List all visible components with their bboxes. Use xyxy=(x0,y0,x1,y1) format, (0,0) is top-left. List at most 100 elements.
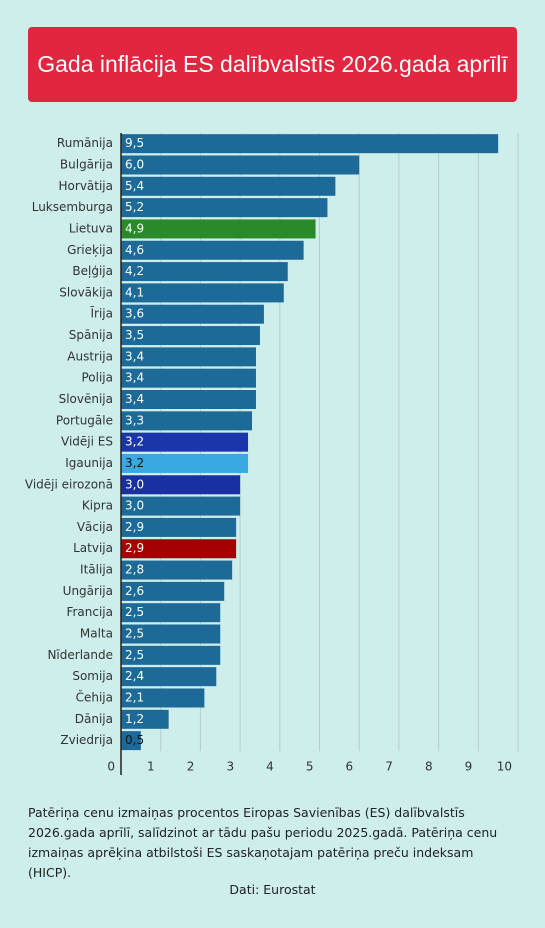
y-tick-label: Itālija xyxy=(80,563,113,577)
bar xyxy=(121,347,256,367)
value-label: 4,1 xyxy=(125,285,144,299)
y-tick-label: Slovākija xyxy=(59,285,113,299)
bar xyxy=(121,709,169,729)
y-tick-label: Zviedrija xyxy=(60,733,113,747)
bar xyxy=(121,645,221,665)
y-tick-label: Kipra xyxy=(82,499,113,513)
bar xyxy=(121,368,256,388)
bar xyxy=(121,198,328,218)
value-label: 0,5 xyxy=(125,733,144,747)
y-tick-label: Vidēji eirozonā xyxy=(25,477,113,491)
bar xyxy=(121,624,221,644)
value-label: 3,2 xyxy=(125,435,144,449)
bar xyxy=(121,304,264,324)
y-tick-label: Nīderlande xyxy=(47,648,113,662)
y-tick-label: Vācija xyxy=(77,520,113,534)
y-tick-label: Īrija xyxy=(91,307,114,321)
value-label: 2,9 xyxy=(125,541,144,555)
x-tick-label: 7 xyxy=(385,760,393,774)
y-tick-label: Rumānija xyxy=(57,136,113,150)
value-label: 3,3 xyxy=(125,413,144,427)
value-label: 2,8 xyxy=(125,563,144,577)
bar xyxy=(121,688,205,708)
value-label: 2,6 xyxy=(125,584,144,598)
y-tick-label: Malta xyxy=(80,627,113,641)
value-label: 3,0 xyxy=(125,477,144,491)
bar xyxy=(121,517,237,537)
y-tick-label: Latvija xyxy=(73,541,113,555)
value-label: 4,2 xyxy=(125,264,144,278)
y-tick-label: Slovēnija xyxy=(59,392,113,406)
value-label: 6,0 xyxy=(125,157,144,171)
bar xyxy=(121,240,304,260)
bar xyxy=(121,411,253,431)
value-label: 2,5 xyxy=(125,605,144,619)
x-tick-label: 1 xyxy=(147,760,155,774)
value-label: 3,5 xyxy=(125,328,144,342)
value-label: 3,4 xyxy=(125,349,144,363)
bar xyxy=(121,475,241,495)
bar xyxy=(121,262,288,282)
bar xyxy=(121,667,217,687)
value-label: 2,5 xyxy=(125,627,144,641)
x-tick-label: 6 xyxy=(346,760,354,774)
x-tick-label: 4 xyxy=(266,760,274,774)
value-label: 4,9 xyxy=(125,221,144,235)
x-tick-label: 8 xyxy=(425,760,433,774)
bar xyxy=(121,581,225,601)
value-label: 3,0 xyxy=(125,499,144,513)
value-label: 2,4 xyxy=(125,669,144,683)
bar xyxy=(121,603,221,623)
bar xyxy=(121,155,360,175)
value-label: 3,4 xyxy=(125,371,144,385)
bar xyxy=(121,390,256,409)
bar xyxy=(121,496,241,516)
x-tick-label: 3 xyxy=(226,760,234,774)
value-label: 2,5 xyxy=(125,648,144,662)
value-label: 5,2 xyxy=(125,200,144,214)
y-tick-label: Francija xyxy=(66,605,113,619)
source: Dati: Eurostat xyxy=(229,882,316,897)
y-tick-label: Ungārija xyxy=(63,584,113,598)
bar xyxy=(121,176,336,196)
x-tick-label: 5 xyxy=(306,760,314,774)
note: Patēriņa cenu izmaiņas procentos Eiropas… xyxy=(28,805,498,880)
y-tick-label: Vidēji ES xyxy=(61,435,113,449)
y-tick-label: Beļģija xyxy=(72,264,113,278)
bar xyxy=(121,539,237,559)
y-tick-label: Dānija xyxy=(75,712,113,726)
y-tick-label: Igaunija xyxy=(65,456,113,470)
y-tick-label: Somija xyxy=(72,669,113,683)
value-label: 5,4 xyxy=(125,179,144,193)
value-label: 2,9 xyxy=(125,520,144,534)
x-tick-label: 2 xyxy=(187,760,195,774)
chart-title: Gada inflācija ES dalībvalstīs 2026.gada… xyxy=(28,27,517,102)
value-label: 3,6 xyxy=(125,307,144,321)
bar xyxy=(121,326,260,346)
value-label: 2,1 xyxy=(125,690,144,704)
value-label: 3,4 xyxy=(125,392,144,406)
bar xyxy=(121,219,316,239)
bar xyxy=(121,134,499,154)
bar xyxy=(121,453,249,473)
y-tick-label: Luksemburga xyxy=(32,200,113,214)
bar xyxy=(121,283,284,303)
bar xyxy=(121,560,233,580)
y-tick-label: Čehija xyxy=(76,689,113,704)
y-tick-label: Spānija xyxy=(69,328,113,342)
x-tick-label: 0 xyxy=(107,760,115,774)
value-label: 9,5 xyxy=(125,136,144,150)
y-tick-label: Grieķija xyxy=(67,243,113,257)
x-tick-label: 10 xyxy=(497,760,512,774)
value-label: 3,2 xyxy=(125,456,144,470)
y-tick-label: Lietuva xyxy=(69,221,113,235)
chart: 0 1 2 3 4 5 6 7 8 9 10 Rumānija 9,5 Bulgārija 6,0 Horvā… xyxy=(25,133,519,775)
y-tick-label: Austrija xyxy=(67,349,113,363)
x-tick-label: 9 xyxy=(465,760,473,774)
y-tick-label: Portugāle xyxy=(56,413,113,427)
y-tick-label: Horvātija xyxy=(59,179,113,193)
value-label: 4,6 xyxy=(125,243,144,257)
bar xyxy=(121,432,249,452)
y-tick-label: Polija xyxy=(81,371,113,385)
